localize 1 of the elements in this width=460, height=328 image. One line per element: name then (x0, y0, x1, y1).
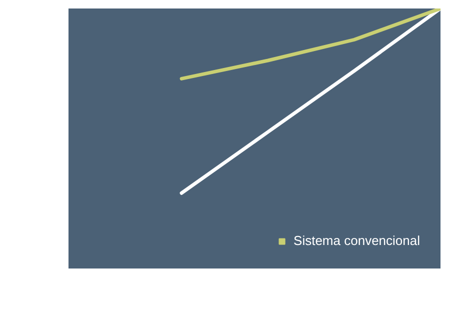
legend-label: Sistema convencional (294, 233, 420, 248)
